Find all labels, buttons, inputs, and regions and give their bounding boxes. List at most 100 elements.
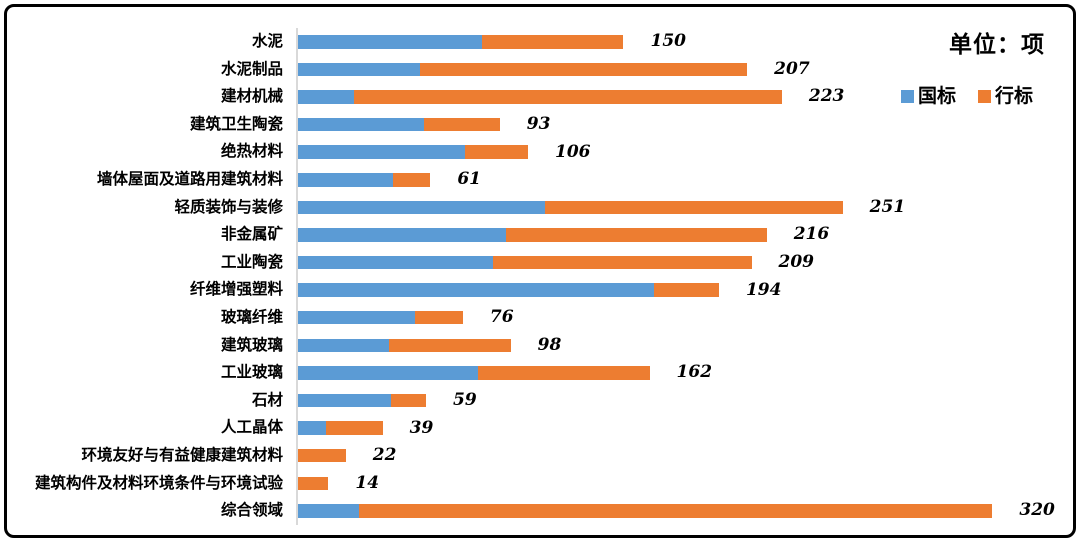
bar-segment-hangbiao[interactable] [482,35,624,49]
hangbiao-swatch-icon [977,90,991,103]
value-label: 61 [457,169,482,190]
bar-zone: 251 [296,193,1073,222]
bar-segment-guobiao[interactable] [298,228,507,242]
bar-segment-hangbiao[interactable] [354,90,782,104]
bar-segment-hangbiao[interactable] [423,117,500,132]
legend: 国标 行标 [900,86,1033,107]
value-label: 216 [793,224,830,245]
value-label: 251 [869,196,906,217]
bar-zone: 106 [296,138,1073,166]
category-label: 玻璃纤维 [220,308,283,326]
value-label: 207 [774,58,810,79]
bar-zone: 39 [296,414,1073,442]
bar-segment-guobiao[interactable] [298,35,483,49]
bar-segment-hangbiao[interactable] [298,448,346,463]
bar-segment-hangbiao[interactable] [478,366,650,380]
bar-segment-hangbiao[interactable] [393,173,431,187]
value-label: 76 [489,307,514,328]
value-label: 223 [808,86,845,107]
bar-row: 轻质装饰与装修 251 [17,193,1073,222]
bar-segment-guobiao[interactable] [298,90,355,104]
bar-zone: 162 [296,359,1073,387]
bar-segment-hangbiao[interactable] [465,145,528,159]
chart-unit-title: 单位：项 [949,31,1045,57]
bar-row: 玻璃纤维 76 [17,303,1073,332]
bar-row: 石材 59 [17,386,1073,415]
value-label: 194 [745,279,782,300]
bar-segment-guobiao[interactable] [298,310,416,325]
bar-row: 非金属矿 216 [17,221,1073,249]
bar-segment-guobiao[interactable] [298,366,479,380]
bar-row: 水泥 150 [17,28,1073,56]
category-label: 工业陶瓷 [220,253,283,271]
category-label: 建筑构件及材料环境条件与环境试验 [34,474,283,492]
category-label: 环境友好与有益健康建筑材料 [81,446,283,464]
bar-segment-guobiao[interactable] [298,117,424,132]
bar-segment-guobiao[interactable] [298,393,392,408]
legend-label-guobiao: 国标 [917,86,956,107]
category-label: 建筑卫生陶瓷 [189,115,283,133]
bar-row: 建筑玻璃 98 [17,331,1073,360]
category-label: 建材机械 [220,88,283,106]
bar-segment-hangbiao[interactable] [545,200,843,215]
category-label: 绝热材料 [220,143,283,161]
value-label: 150 [650,31,686,52]
value-label: 162 [676,362,713,383]
value-label: 14 [355,472,380,493]
legend-item-hangbiao[interactable]: 行标 [977,86,1033,107]
bar-segment-guobiao[interactable] [298,338,390,353]
bar-segment-hangbiao[interactable] [391,393,427,408]
value-label: 22 [372,445,397,466]
value-label: 39 [409,417,434,438]
bar-segment-hangbiao[interactable] [298,476,329,491]
bar-segment-guobiao[interactable] [298,173,394,187]
bar-row: 人工晶体 39 [17,414,1073,442]
bar-segment-hangbiao[interactable] [419,62,748,77]
bar-segment-hangbiao[interactable] [653,283,719,297]
bar-segment-guobiao[interactable] [298,145,466,159]
bar-row: 工业陶瓷 209 [17,248,1073,277]
bar-zone: 150 [296,28,1073,56]
value-label: 106 [555,141,591,162]
bar-row: 墙体屋面及道路用建筑材料 61 [17,165,1073,194]
bar-row: 纤维增强塑料 194 [17,276,1073,304]
legend-item-guobiao[interactable]: 国标 [900,86,956,107]
value-label: 209 [778,252,815,273]
bar-zone: 194 [296,276,1073,304]
value-label: 93 [526,114,551,135]
value-label: 98 [537,334,562,355]
bar-segment-guobiao[interactable] [298,283,654,297]
category-label: 石材 [251,391,283,409]
bar-zone: 61 [296,165,1073,194]
bar-zone: 216 [296,221,1073,249]
category-label: 轻质装饰与装修 [174,198,283,216]
category-label: 水泥 [251,33,283,51]
bar-row: 绝热材料 106 [17,138,1073,166]
bar-zone: 59 [296,386,1073,415]
bar-segment-hangbiao[interactable] [493,255,752,270]
bar-zone: 22 [296,441,1073,470]
bar-segment-guobiao[interactable] [298,255,494,270]
bar-segment-hangbiao[interactable] [358,504,993,518]
bar-segment-hangbiao[interactable] [389,338,511,353]
bar-segment-guobiao[interactable] [298,62,420,77]
bar-row: 建材机械 223 [17,83,1073,111]
category-label: 墙体屋面及道路用建筑材料 [96,171,283,189]
bar-zone: 223 [296,83,1073,111]
value-label: 320 [1019,500,1055,521]
bar-segment-guobiao[interactable] [298,200,546,215]
bar-segment-guobiao[interactable] [298,421,327,435]
category-label: 纤维增强塑料 [189,281,283,299]
category-label: 水泥制品 [220,60,283,78]
bar-segment-hangbiao[interactable] [506,228,767,242]
value-label: 59 [453,390,477,411]
bar-zone: 76 [296,303,1073,332]
legend-label-hangbiao: 行标 [994,86,1033,107]
category-label: 非金属矿 [220,226,283,244]
guobiao-swatch-icon [900,90,914,103]
category-label: 综合领域 [220,502,283,520]
bar-segment-hangbiao[interactable] [415,310,463,325]
bar-segment-guobiao[interactable] [298,504,359,518]
bar-segment-hangbiao[interactable] [326,421,383,435]
bar-rows-container: 水泥 150 水泥制品 207 建材机械 223 建筑卫生陶瓷 93 绝热材料 106 墙体屋面及道… [17,28,1073,525]
